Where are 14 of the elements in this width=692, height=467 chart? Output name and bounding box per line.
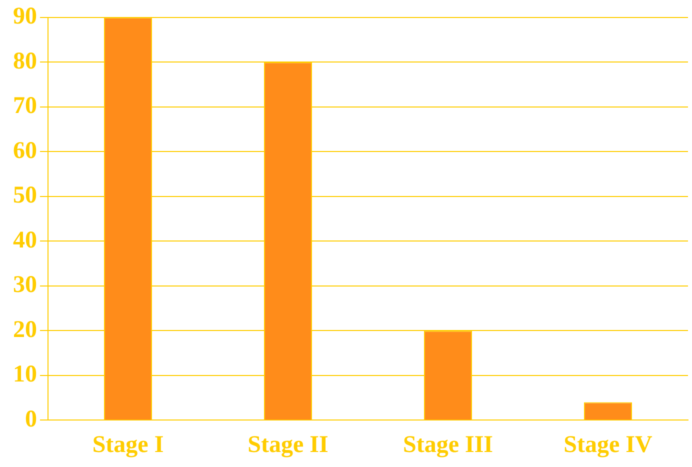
y-tick-label: 30 [13, 272, 37, 298]
x-tick-label: Stage III [402, 432, 494, 458]
y-tick-label: 90 [13, 4, 37, 30]
y-tick-label: 40 [13, 227, 37, 254]
y-tick-label: 10 [13, 362, 37, 388]
y-tick-label: 70 [13, 93, 37, 120]
x-tick-label: Stage II [248, 432, 328, 458]
x-tick-label: Stage IV [564, 432, 653, 458]
y-tick-label: 20 [13, 316, 37, 343]
y-tick-label: 50 [13, 182, 37, 209]
y-tick-label: 0 [25, 406, 37, 432]
x-tick-label: Stage I [92, 432, 164, 458]
y-tick-label: 60 [13, 138, 37, 164]
y-tick-label: 80 [13, 48, 37, 74]
